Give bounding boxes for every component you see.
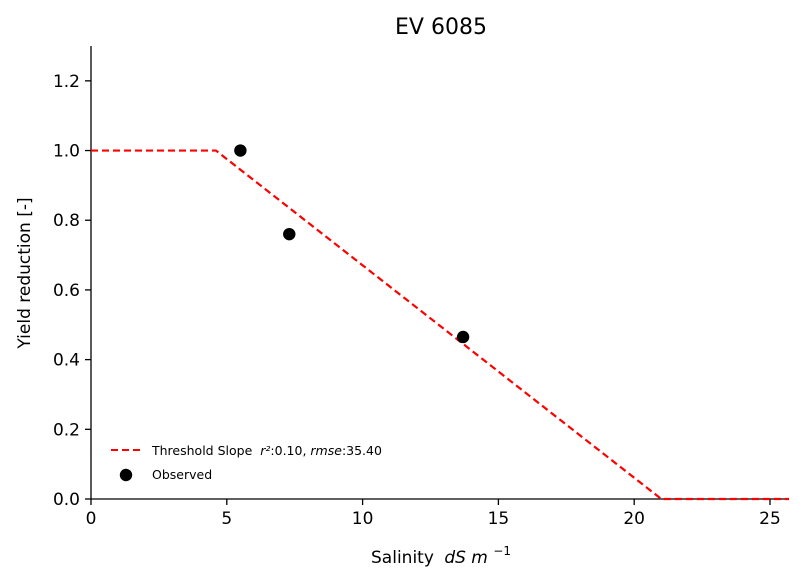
legend-rmse-value: :35.40 — [342, 443, 382, 458]
x-axis-label: Salinity dS m −1 — [371, 544, 511, 568]
x-tick-label: 15 — [488, 509, 510, 529]
x-axis-label-text: Salinity — [371, 548, 434, 568]
observed-point — [283, 227, 296, 241]
x-tick-label: 5 — [221, 509, 232, 529]
x-axis-label-exponent: −1 — [493, 544, 511, 558]
x-tick-label: 0 — [86, 509, 97, 529]
series-layer — [91, 144, 789, 501]
legend-observed-label: Observed — [152, 467, 212, 482]
observed-point — [456, 330, 470, 344]
y-tick-label: 0.4 — [53, 351, 80, 371]
y-axis-label: Yield reduction [-] — [15, 197, 35, 349]
x-ticks: 0 5 10 15 20 25 — [86, 499, 781, 529]
legend-observed-marker — [119, 468, 133, 482]
legend: Threshold Slope r²:0.10, rmse:35.40 Obse… — [111, 443, 382, 482]
x-axis-label-unit: dS m — [444, 548, 488, 568]
x-tick-label: 10 — [352, 509, 374, 529]
y-tick-label: 0.0 — [53, 490, 80, 510]
threshold-slope-line — [91, 149, 789, 501]
y-tick-label: 0.6 — [53, 281, 80, 301]
legend-fit-label: Threshold Slope — [151, 443, 253, 458]
y-ticks: 0.0 0.2 0.4 0.6 0.8 1.0 1.2 — [53, 72, 91, 510]
y-tick-label: 1.2 — [53, 72, 80, 92]
legend-r2-symbol: r² — [260, 443, 270, 458]
y-tick-label: 0.2 — [53, 420, 80, 440]
y-tick-label: 0.8 — [53, 211, 80, 231]
legend-threshold-slope-label: Threshold Slope r²:0.10, rmse:35.40 — [151, 443, 382, 458]
legend-r2-value: :0.10, — [270, 443, 310, 458]
legend-rmse-symbol: rmse — [310, 443, 342, 458]
observed-point — [234, 144, 247, 157]
x-tick-label: 25 — [759, 509, 781, 529]
chart-title: EV 6085 — [395, 15, 487, 40]
x-tick-label: 20 — [623, 509, 645, 529]
y-tick-label: 1.0 — [53, 142, 80, 162]
